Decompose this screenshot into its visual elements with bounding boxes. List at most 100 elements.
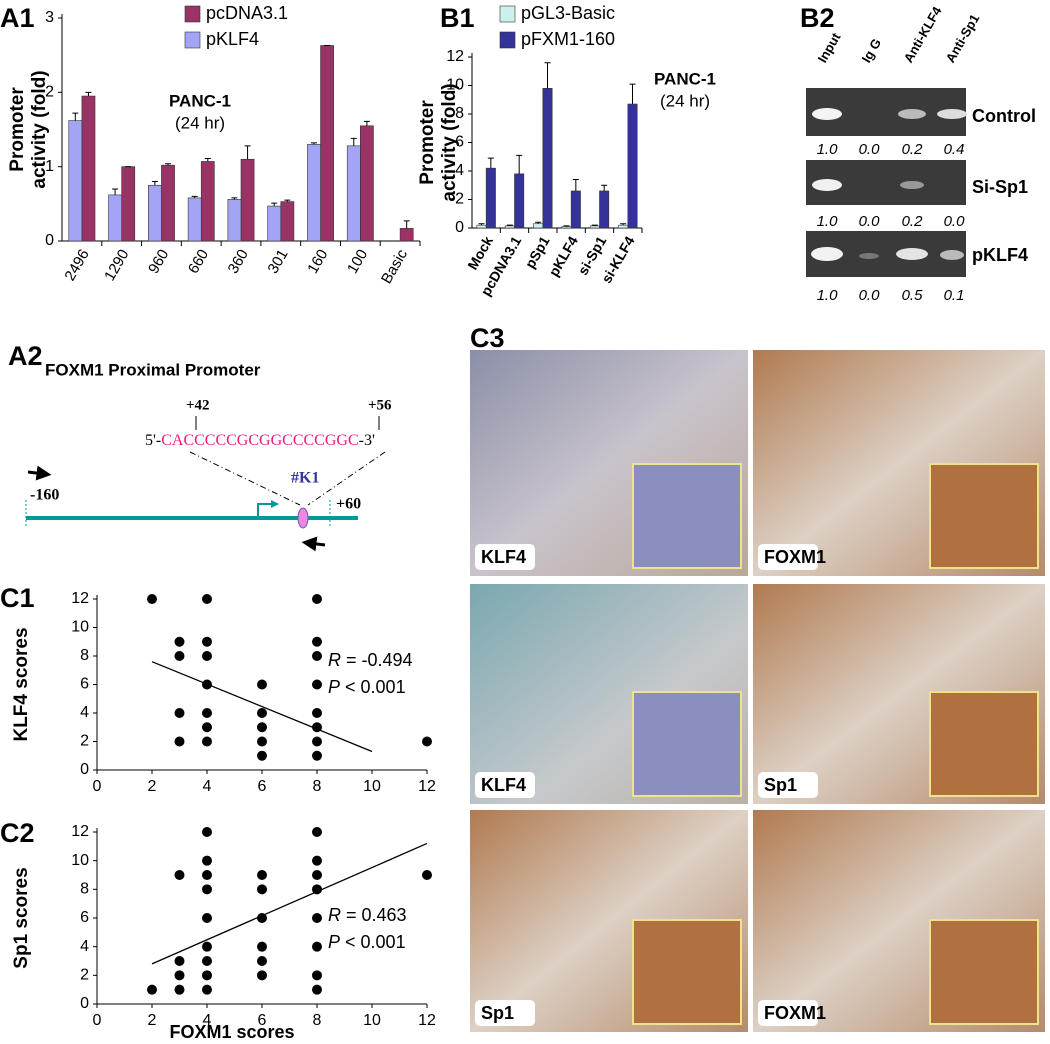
point bbox=[257, 884, 267, 895]
stat-annotation: R = -0.494 bbox=[328, 650, 413, 670]
inset bbox=[632, 691, 742, 797]
y-axis-label: activity (fold) bbox=[439, 83, 460, 201]
legend-label: pcDNA3.1 bbox=[206, 3, 288, 23]
bar bbox=[307, 144, 321, 242]
y-tick-label: 6 bbox=[80, 676, 89, 693]
error-bar bbox=[487, 157, 494, 169]
label-box bbox=[475, 772, 535, 798]
point bbox=[202, 913, 212, 923]
blot-value: 0.1 bbox=[944, 287, 965, 304]
point bbox=[257, 722, 267, 733]
x-tick-label: pKLF4 bbox=[545, 233, 581, 279]
point bbox=[202, 722, 212, 733]
bar bbox=[161, 164, 175, 242]
x-tick-label: 10 bbox=[363, 1012, 381, 1029]
point bbox=[312, 651, 322, 661]
stat-symbol: P bbox=[328, 932, 340, 952]
y-tick-label: 10 bbox=[71, 852, 89, 869]
bar bbox=[346, 145, 361, 242]
bar bbox=[589, 225, 600, 229]
x-tick-label: 960 bbox=[145, 246, 172, 276]
error-bar bbox=[516, 154, 523, 174]
x-tick-label: 2 bbox=[148, 1012, 157, 1029]
point bbox=[202, 956, 212, 966]
y-tick-label: 0 bbox=[45, 232, 54, 249]
point bbox=[202, 594, 212, 604]
fit-line bbox=[151, 842, 428, 965]
error-bar bbox=[271, 202, 278, 207]
blot-value: 1.0 bbox=[817, 213, 839, 230]
point bbox=[312, 636, 322, 647]
y-tick-label: 4 bbox=[455, 162, 464, 179]
error-bar bbox=[191, 195, 198, 198]
x-tick-label: 1290 bbox=[101, 246, 132, 283]
point bbox=[257, 970, 267, 981]
blot-column-label: Anti-Sp1 bbox=[943, 11, 983, 65]
blot-band bbox=[812, 179, 842, 191]
point bbox=[257, 750, 267, 761]
error-bar bbox=[244, 145, 251, 160]
blot-band bbox=[940, 250, 964, 260]
stat-symbol: R bbox=[328, 905, 341, 925]
x-tick-label: 2496 bbox=[61, 246, 92, 283]
point bbox=[202, 970, 212, 981]
blot-value: 1.0 bbox=[817, 141, 839, 158]
fit-line bbox=[151, 661, 373, 753]
point bbox=[174, 708, 185, 718]
x-tick-label: 6 bbox=[258, 1012, 267, 1029]
x-tick-label: 160 bbox=[304, 246, 331, 276]
bar bbox=[267, 205, 282, 242]
y-tick-label: 8 bbox=[80, 647, 89, 664]
bar bbox=[148, 184, 162, 242]
point bbox=[174, 636, 185, 647]
point bbox=[422, 736, 432, 747]
bar bbox=[280, 201, 295, 242]
x-tick-label: 12 bbox=[418, 778, 436, 795]
point bbox=[174, 984, 185, 995]
panel-label: C1 bbox=[0, 583, 35, 613]
connector bbox=[307, 451, 386, 506]
image-label: Sp1 bbox=[481, 1003, 514, 1023]
error-bar bbox=[231, 197, 238, 200]
y-tick-label: 2 bbox=[455, 191, 464, 208]
legend-label: pFXM1-160 bbox=[521, 29, 615, 49]
x-tick-label: 4 bbox=[203, 1012, 212, 1029]
y-tick-label: 4 bbox=[80, 938, 89, 955]
point bbox=[202, 736, 212, 747]
inset bbox=[632, 919, 742, 1025]
bar bbox=[618, 224, 629, 229]
x-tick-label: 0 bbox=[93, 778, 102, 795]
annotation: PANC-1 bbox=[654, 69, 716, 88]
point bbox=[202, 941, 212, 952]
x-tick-label: Basic bbox=[378, 246, 411, 287]
point bbox=[257, 708, 267, 718]
point bbox=[312, 708, 322, 718]
blot-band bbox=[898, 109, 926, 119]
image-label: Sp1 bbox=[764, 775, 797, 795]
error-bar bbox=[478, 223, 485, 226]
image-label: FOXM1 bbox=[764, 1003, 826, 1023]
point bbox=[312, 679, 322, 690]
point bbox=[312, 870, 322, 880]
point bbox=[147, 984, 157, 995]
point bbox=[174, 956, 185, 966]
stat-value: < 0.001 bbox=[340, 677, 406, 697]
stat-annotation: P < 0.001 bbox=[328, 677, 406, 697]
sequence-end: 5'- bbox=[145, 432, 161, 449]
y-tick-label: 1 bbox=[45, 158, 54, 175]
y-axis-label: activity (fold) bbox=[29, 70, 50, 188]
point bbox=[312, 913, 322, 923]
point bbox=[202, 651, 212, 661]
point bbox=[257, 870, 267, 880]
x-tick-label: 100 bbox=[344, 246, 371, 276]
error-bar bbox=[620, 223, 627, 226]
stat-symbol: R bbox=[328, 650, 341, 670]
bar bbox=[320, 45, 334, 242]
point bbox=[257, 913, 267, 923]
point bbox=[202, 708, 212, 718]
image-label: KLF4 bbox=[481, 547, 526, 567]
y-tick-label: 2 bbox=[80, 733, 89, 750]
point bbox=[174, 736, 185, 747]
x-tick-label: 360 bbox=[225, 246, 252, 276]
panel-label: C2 bbox=[0, 818, 35, 848]
